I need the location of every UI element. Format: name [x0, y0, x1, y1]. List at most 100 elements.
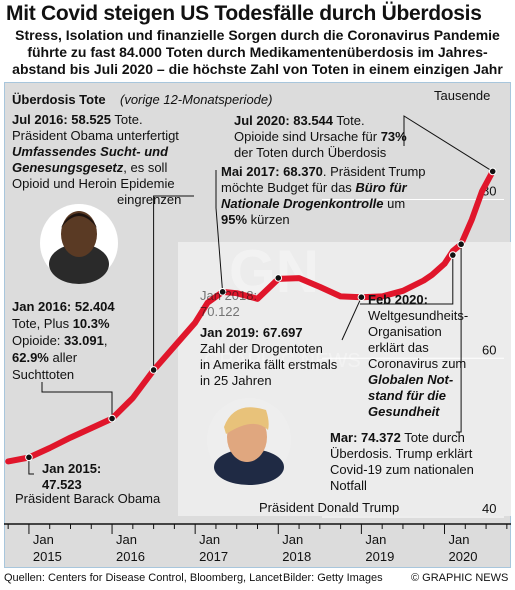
x-tick-label: 2020 — [449, 549, 478, 564]
x-tick-label: 2016 — [116, 549, 145, 564]
x-tick-label: Jan — [199, 532, 220, 547]
event-marker — [25, 453, 33, 462]
annotation-feb2020-line: Gesundheit — [368, 404, 440, 419]
annotation-feb2020-line: erklärt das — [368, 340, 429, 355]
watermark-text: GRAPHIC NEWS — [204, 350, 361, 372]
annotation-feb2020-line: Organisation — [368, 324, 442, 339]
subtitle-line: Stress, Isolation und finanzielle Sorgen… — [15, 27, 500, 43]
x-tick-label: Jan — [282, 532, 303, 547]
annotation-mar2020-line: Mar: 74.372 Tote durch — [330, 430, 465, 445]
x-tick-label: 2018 — [282, 549, 311, 564]
event-marker — [488, 167, 497, 176]
annotation-mar2020-line: Überdosis. Trump erklärt — [330, 446, 473, 461]
chart-title-note: (vorige 12-Monatsperiode) — [120, 92, 272, 107]
annotation-jan2019: Jan 2019: 67.697 Zahl der Drogentoten in… — [200, 325, 338, 388]
annotation-mai2017-line: 95% kürzen — [221, 212, 290, 227]
copyright: © GRAPHIC NEWS — [411, 572, 509, 584]
annotation-jan2016-line: Jan 2016: 52.404 — [12, 299, 115, 314]
annotation-jul2016-line: eingrenzen — [117, 192, 181, 207]
annotation-mai2017-line: möchte Budget für das Büro für — [221, 180, 408, 195]
x-tick-label: 2017 — [199, 549, 228, 564]
event-marker — [449, 251, 457, 259]
annotation-jul2016: Jul 2016: 58.525 Tote. Präsident Obama u… — [12, 112, 181, 207]
annotation-mai2017: Mai 2017: 68.370. Präsident Trump möchte… — [221, 164, 426, 227]
annotation-jul2020: Jul 2020: 83.544 Tote. Opioide sind Ursa… — [234, 113, 407, 160]
trump-suit — [214, 449, 284, 485]
annotation-feb2020-line: Globalen Not- — [368, 372, 453, 387]
obama-hair — [61, 213, 97, 228]
leader-line — [403, 115, 493, 172]
page-subtitle: Stress, Isolation und finanzielle Sorgen… — [0, 27, 515, 78]
annotation-jan2016: Jan 2016: 52.404 Tote, Plus 10.3% Opioid… — [12, 299, 115, 382]
annotation-jan2019-line: Jan 2019: 67.697 — [200, 325, 303, 340]
annotation-jan2016-line: Suchttoten — [12, 367, 74, 382]
chart-title: Überdosis Tote (vorige 12-Monatsperiode) — [12, 92, 272, 107]
leader-line — [360, 255, 454, 305]
obama-face — [61, 211, 97, 257]
annotation-feb2020-line: Feb 2020: — [368, 292, 428, 307]
annotation-jan2018-line: 70.122 — [200, 304, 240, 319]
annotation-jul2016-line: Umfassendes Sucht- und — [12, 144, 169, 159]
y-gridlines — [322, 199, 504, 518]
page-title: Mit Covid steigen US Todesfälle durch Üb… — [6, 2, 482, 25]
trump-photo — [207, 398, 291, 485]
subtitle-line: führte zu fast 84.000 Toten durch Medika… — [27, 44, 488, 60]
annotation-jan2016-line: 62.9% aller — [12, 350, 78, 365]
event-marker — [218, 288, 227, 296]
annotation-jan2019-line: in 25 Jahren — [200, 373, 272, 388]
obama-photo — [40, 204, 118, 284]
annotation-mai2017-line: Nationale Drogenkontrolle um — [221, 196, 405, 211]
y-tick-label: 40 — [482, 501, 496, 516]
chart-title-text: Überdosis Tote — [12, 92, 106, 107]
annotation-jul2016-line: Opioid und Heroin Epidemie — [12, 176, 175, 191]
unit-label: Tausende — [434, 88, 490, 103]
event-marker — [108, 414, 116, 423]
annotation-jul2020-line: Opioide sind Ursache für 73% — [234, 129, 407, 144]
y-tick-label: 60 — [482, 342, 496, 357]
annotation-mai2017-line: Mai 2017: 68.370. Präsident Trump — [221, 164, 426, 179]
annotation-jul2016-line: Genesungsgesetz, es soll — [12, 160, 167, 175]
x-tick-label: 2015 — [33, 549, 62, 564]
annotation-mar2020: Mar: 74.372 Tote durch Überdosis. Trump … — [330, 430, 474, 493]
x-tick-label: Jan — [365, 532, 386, 547]
event-markers — [25, 167, 497, 462]
x-tick-label: Jan — [449, 532, 470, 547]
obama-suit — [49, 244, 109, 284]
annotation-jul2016-line: Jul 2016: 58.525 Tote. — [12, 112, 143, 127]
watermark: GN GRAPHIC NEWS — [204, 238, 361, 372]
annotation-jul2016-line: Präsident Obama unterfertigt — [12, 128, 179, 143]
source-note: Quellen: Centers for Disease Control, Bl… — [4, 572, 283, 584]
annotation-feb2020-line: Weltgesundheits- — [368, 308, 468, 323]
leader-line — [215, 170, 224, 292]
era-label-trump: Präsident Donald Trump — [259, 500, 399, 515]
annotation-feb2020-line: stand für die — [368, 388, 446, 403]
annotation-jan2016-line: Tote, Plus 10.3% — [12, 316, 110, 331]
annotation-jan2016-line: Opioide: 33.091, — [12, 333, 107, 348]
era-label-obama: Präsident Barack Obama — [15, 491, 161, 506]
annotation-jul2020-line: Jul 2020: 83.544 Tote. — [234, 113, 365, 128]
leader-line — [341, 296, 362, 341]
annotation-jan2019-line: in Amerika fällt erstmals — [200, 357, 338, 372]
x-axis: Jan 2015 Jan 2016 Jan 2017 Jan 2018 Jan 2019 Jan 20… — [4, 523, 511, 564]
annotation-jan2015-head: Jan 2015: — [42, 461, 101, 476]
annotation-leaders — [28, 115, 493, 475]
annotation-jan2019-line: Zahl der Drogentoten — [200, 341, 323, 356]
x-tick-label: Jan — [116, 532, 137, 547]
leader-line — [41, 382, 113, 419]
annotation-mar2020-line: Notfall — [330, 478, 367, 493]
x-tick-label: 2019 — [365, 549, 394, 564]
image-credit: Bilder: Getty Images — [283, 572, 383, 584]
leader-line — [456, 244, 462, 433]
annotation-jan2015-value: 47.523 — [42, 477, 82, 492]
subtitle-line: abstand bis Juli 2020 – die höchste Zahl… — [12, 61, 503, 77]
annotation-feb2020: Feb 2020: Weltgesundheits- Organisation … — [368, 292, 468, 419]
annotation-jul2020-line: der Toten durch Überdosis — [234, 145, 387, 160]
event-marker — [357, 293, 366, 301]
event-marker — [149, 366, 158, 374]
annotation-jan2015: Jan 2015: 47.523 — [42, 461, 101, 492]
leader-line — [28, 457, 34, 475]
event-marker — [274, 274, 283, 282]
event-marker — [457, 240, 465, 249]
annotation-jan2018-line: Jan 2018: — [200, 288, 257, 303]
